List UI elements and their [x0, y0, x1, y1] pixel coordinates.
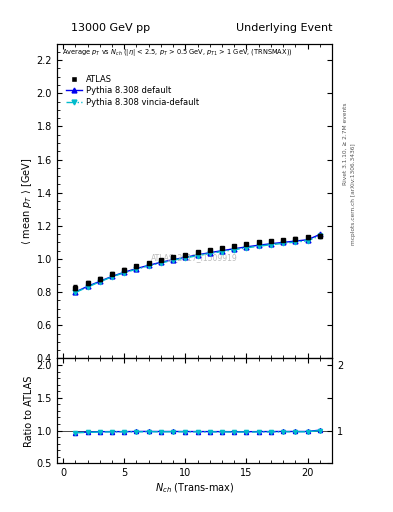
Pythia 8.308 vincia-default [97, 279, 102, 285]
Pythia 8.308 vincia-default [146, 263, 151, 269]
Pythia 8.308 default [85, 283, 90, 289]
Pythia 8.308 default [146, 262, 151, 268]
Line: Pythia 8.308 default: Pythia 8.308 default [73, 232, 322, 294]
Pythia 8.308 default [293, 238, 298, 244]
Pythia 8.308 vincia-default [110, 274, 114, 280]
Pythia 8.308 default [244, 244, 249, 250]
Pythia 8.308 default [305, 237, 310, 243]
Pythia 8.308 default [134, 266, 139, 272]
Pythia 8.308 vincia-default [85, 284, 90, 290]
Pythia 8.308 vincia-default [268, 242, 273, 248]
Pythia 8.308 default [97, 278, 102, 284]
Text: mcplots.cern.ch [arXiv:1306.3436]: mcplots.cern.ch [arXiv:1306.3436] [351, 144, 356, 245]
Pythia 8.308 vincia-default [122, 270, 127, 276]
Pythia 8.308 vincia-default [244, 245, 249, 251]
Legend: ATLAS, Pythia 8.308 default, Pythia 8.308 vincia-default: ATLAS, Pythia 8.308 default, Pythia 8.30… [64, 73, 200, 108]
Pythia 8.308 default [158, 259, 163, 265]
Pythia 8.308 vincia-default [293, 239, 298, 245]
Text: Underlying Event: Underlying Event [235, 23, 332, 33]
Pythia 8.308 default [195, 252, 200, 258]
Text: Average $p_T$ vs $N_{ch}$ ($|\eta|$ < 2.5, $p_T$ > 0.5 GeV, $p_{T1}$ > 1 GeV, (T: Average $p_T$ vs $N_{ch}$ ($|\eta|$ < 2.… [62, 47, 293, 58]
Pythia 8.308 default [232, 246, 237, 252]
Pythia 8.308 vincia-default [158, 260, 163, 266]
Pythia 8.308 default [281, 239, 286, 245]
Pythia 8.308 vincia-default [318, 232, 322, 239]
Pythia 8.308 default [268, 241, 273, 247]
Pythia 8.308 default [220, 248, 224, 254]
Pythia 8.308 default [73, 289, 78, 295]
Text: Rivet 3.1.10, ≥ 2.7M events: Rivet 3.1.10, ≥ 2.7M events [343, 102, 348, 185]
Pythia 8.308 default [122, 269, 127, 275]
Pythia 8.308 vincia-default [305, 238, 310, 244]
Pythia 8.308 vincia-default [256, 243, 261, 249]
X-axis label: $N_{ch}$ (Trans-max): $N_{ch}$ (Trans-max) [155, 481, 234, 495]
Pythia 8.308 vincia-default [220, 248, 224, 254]
Pythia 8.308 vincia-default [183, 255, 188, 261]
Pythia 8.308 default [208, 249, 212, 255]
Pythia 8.308 vincia-default [134, 266, 139, 272]
Y-axis label: $\langle$ mean $p_T$ $\rangle$ [GeV]: $\langle$ mean $p_T$ $\rangle$ [GeV] [20, 157, 34, 245]
Pythia 8.308 vincia-default [281, 240, 286, 246]
Pythia 8.308 vincia-default [208, 250, 212, 257]
Pythia 8.308 default [110, 273, 114, 280]
Pythia 8.308 default [183, 254, 188, 261]
Text: 13000 GeV pp: 13000 GeV pp [71, 23, 150, 33]
Text: ATLAS_2017_I1509919: ATLAS_2017_I1509919 [151, 253, 238, 262]
Pythia 8.308 vincia-default [232, 247, 237, 253]
Line: Pythia 8.308 vincia-default: Pythia 8.308 vincia-default [73, 233, 322, 295]
Pythia 8.308 vincia-default [73, 289, 78, 295]
Y-axis label: Ratio to ATLAS: Ratio to ATLAS [24, 375, 34, 446]
Pythia 8.308 default [256, 242, 261, 248]
Pythia 8.308 default [171, 257, 176, 263]
Pythia 8.308 vincia-default [171, 257, 176, 263]
Pythia 8.308 default [318, 231, 322, 238]
Pythia 8.308 vincia-default [195, 252, 200, 259]
